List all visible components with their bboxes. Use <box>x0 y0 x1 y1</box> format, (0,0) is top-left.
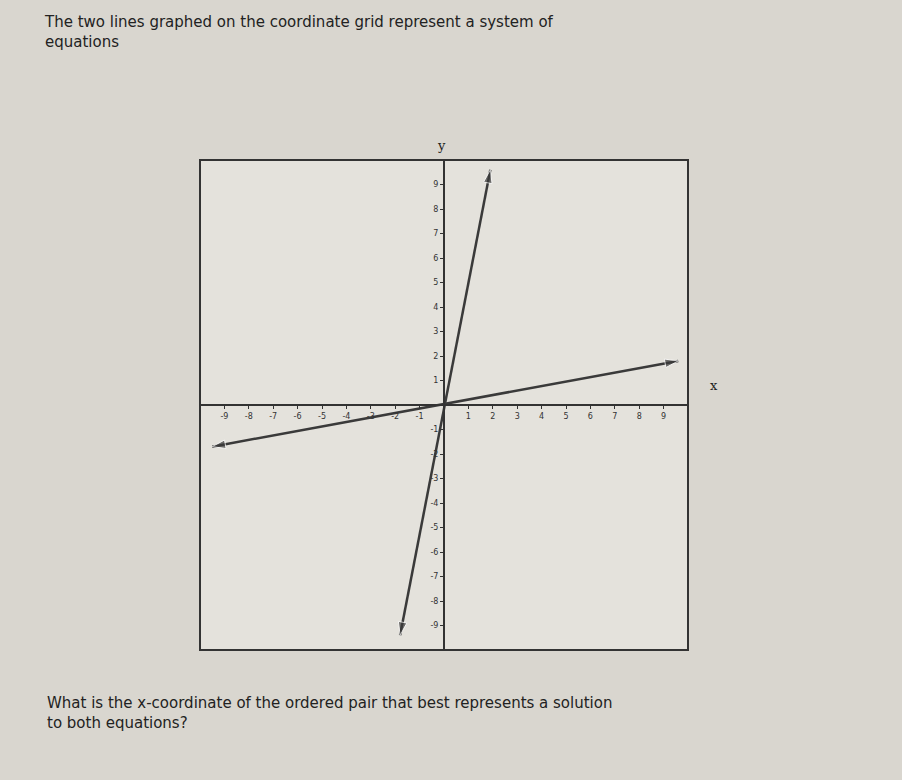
svg-text:-9: -9 <box>220 412 228 421</box>
svg-text:-8: -8 <box>430 597 438 606</box>
svg-text:What is the x-coordinate of th: What is the x-coordinate of the ordered … <box>47 694 612 732</box>
svg-text:-4: -4 <box>430 499 438 508</box>
svg-text:y: y <box>437 138 446 153</box>
svg-text:-2: -2 <box>430 450 438 459</box>
svg-text:1: 1 <box>466 412 471 421</box>
svg-text:6: 6 <box>433 254 438 263</box>
svg-text:9: 9 <box>433 180 438 189</box>
svg-text:2: 2 <box>433 352 438 361</box>
svg-text:4: 4 <box>433 303 438 312</box>
svg-text:-9: -9 <box>430 621 438 630</box>
svg-text:-5: -5 <box>430 523 438 532</box>
svg-text:-1: -1 <box>416 412 424 421</box>
svg-text:5: 5 <box>433 278 438 287</box>
svg-text:The two lines graphed on the c: The two lines graphed on the coordinate … <box>44 13 554 51</box>
svg-text:-8: -8 <box>245 412 253 421</box>
svg-text:1: 1 <box>433 376 438 385</box>
svg-text:3: 3 <box>433 327 438 336</box>
svg-text:-5: -5 <box>318 412 326 421</box>
svg-text:4: 4 <box>539 412 544 421</box>
svg-text:8: 8 <box>637 412 642 421</box>
svg-text:8: 8 <box>433 205 438 214</box>
svg-text:-6: -6 <box>430 548 438 557</box>
svg-text:-7: -7 <box>269 412 277 421</box>
svg-text:2: 2 <box>490 412 495 421</box>
svg-text:x: x <box>710 378 718 393</box>
svg-text:-3: -3 <box>430 474 438 483</box>
svg-text:7: 7 <box>433 229 438 238</box>
svg-text:5: 5 <box>563 412 568 421</box>
svg-text:3: 3 <box>515 412 520 421</box>
svg-text:7: 7 <box>612 412 617 421</box>
svg-text:-1: -1 <box>430 425 438 434</box>
svg-text:-4: -4 <box>342 412 350 421</box>
svg-text:6: 6 <box>588 412 593 421</box>
svg-text:-7: -7 <box>430 572 438 581</box>
svg-text:9: 9 <box>661 412 666 421</box>
svg-text:-2: -2 <box>391 412 399 421</box>
svg-text:-6: -6 <box>294 412 302 421</box>
svg-text:-3: -3 <box>367 412 375 421</box>
